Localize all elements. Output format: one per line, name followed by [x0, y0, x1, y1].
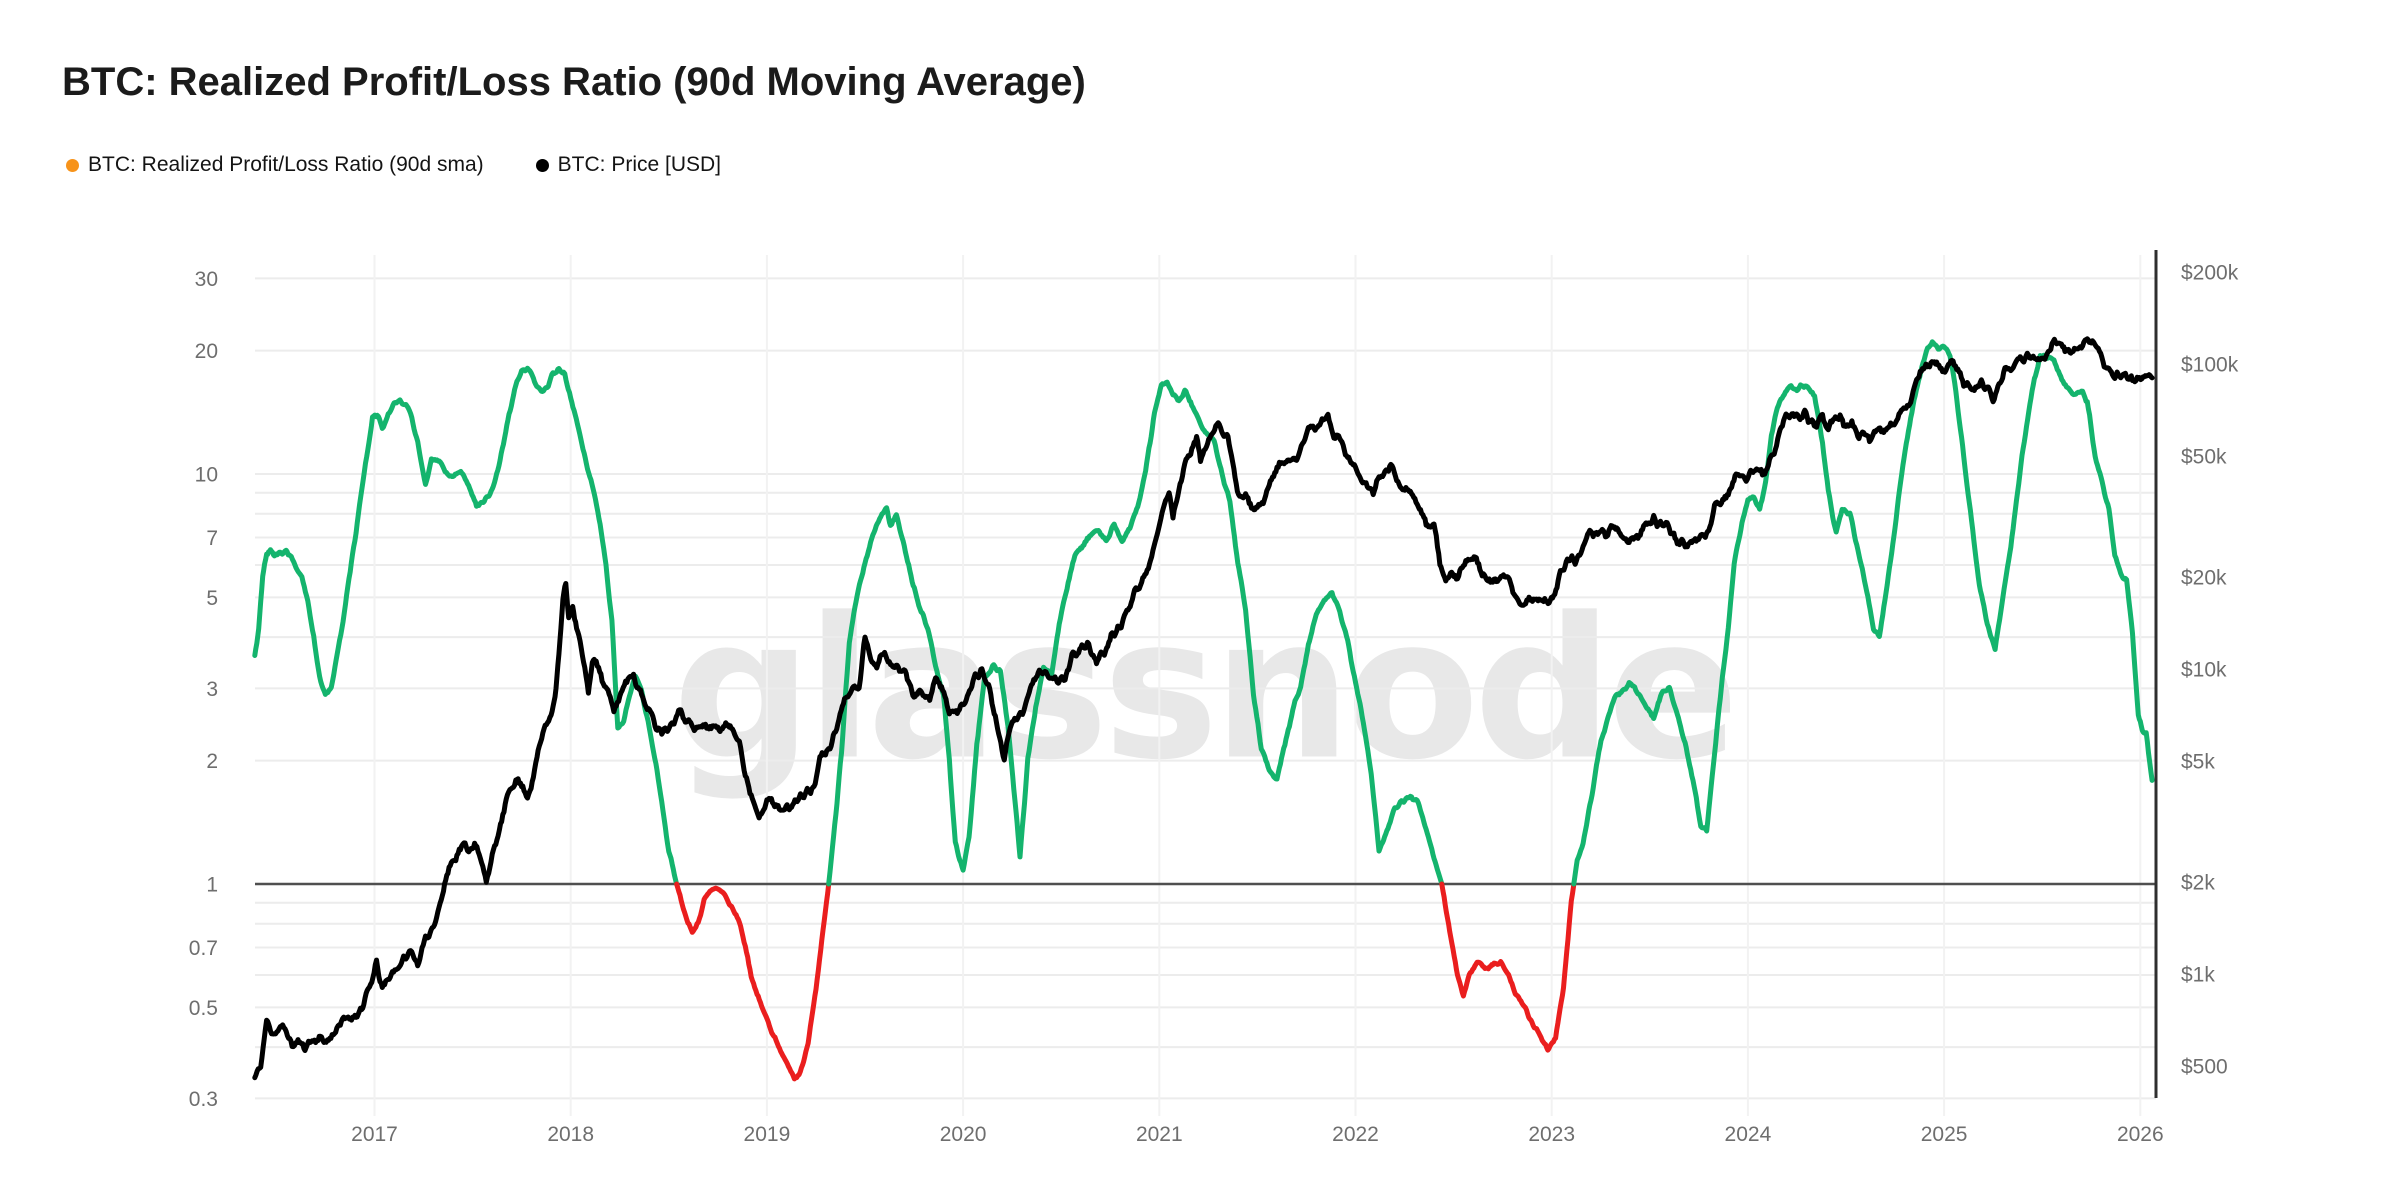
plot-area[interactable]: [252, 336, 2155, 1082]
ratio-line-profit-segment: [826, 379, 1445, 887]
right-axis-label-20k: $20k: [2181, 567, 2227, 590]
x-axis-label-2019: 2019: [744, 1123, 791, 1146]
left-axis-label-7: 7: [206, 527, 218, 550]
ratio-line-profit-segment: [1571, 339, 2155, 887]
right-axis-label-5k: $5k: [2181, 750, 2215, 773]
x-axis-label-2021: 2021: [1136, 1123, 1183, 1146]
right-axis-label-1k: $1k: [2181, 964, 2215, 987]
left-axis-label-0.7: 0.7: [189, 937, 218, 960]
chart-title: BTC: Realized Profit/Loss Ratio (90d Mov…: [62, 60, 1086, 104]
legend-item-price[interactable]: BTC: Price [USD]: [535, 153, 722, 177]
left-axis-label-0.5: 0.5: [189, 997, 218, 1020]
ratio-line-loss-segment: [674, 881, 832, 1082]
right-axis-label-100k: $100k: [2181, 354, 2239, 377]
legend-item-ratio[interactable]: BTC: Realized Profit/Loss Ratio (90d sma…: [66, 153, 484, 177]
left-axis-label-5: 5: [206, 587, 218, 610]
left-axis-label-3: 3: [206, 678, 218, 701]
legend-dot-price-icon: [535, 158, 549, 172]
right-axis-label-500: $500: [2181, 1055, 2228, 1078]
price-line: [252, 336, 2155, 1081]
left-axis-label-0.3: 0.3: [189, 1088, 218, 1111]
right-axis-label-50k: $50k: [2181, 445, 2227, 468]
x-axis-label-2025: 2025: [1921, 1123, 1968, 1146]
right-axis-label-200k: $200k: [2181, 262, 2239, 285]
x-axis-label-2018: 2018: [547, 1123, 594, 1146]
legend-label-ratio: BTC: Realized Profit/Loss Ratio (90d sma…: [88, 153, 484, 176]
x-axis-label-2026: 2026: [2117, 1123, 2164, 1146]
left-axis-label-2: 2: [206, 750, 218, 773]
ratio-line-profit-segment: [252, 365, 680, 887]
left-axis-label-20: 20: [195, 340, 218, 363]
x-axis-label-2024: 2024: [1725, 1123, 1772, 1146]
x-axis-label-2017: 2017: [351, 1123, 398, 1146]
legend-label-price: BTC: Price [USD]: [557, 153, 722, 176]
legend-dot-ratio-icon: [66, 158, 79, 172]
right-axis-label-10k: $10k: [2181, 659, 2227, 682]
left-axis-label-30: 30: [195, 268, 218, 291]
left-axis-label-1: 1: [206, 874, 218, 897]
x-axis-label-2023: 2023: [1528, 1123, 1575, 1146]
x-axis-label-2020: 2020: [940, 1123, 987, 1146]
x-axis-label-2022: 2022: [1332, 1123, 1379, 1146]
ratio-line-loss-segment: [1439, 881, 1577, 1053]
left-axis-label-10: 10: [195, 464, 218, 487]
right-axis-label-2k: $2k: [2181, 872, 2215, 895]
chart-legend: BTC: Realized Profit/Loss Ratio (90d sma…: [66, 153, 721, 177]
